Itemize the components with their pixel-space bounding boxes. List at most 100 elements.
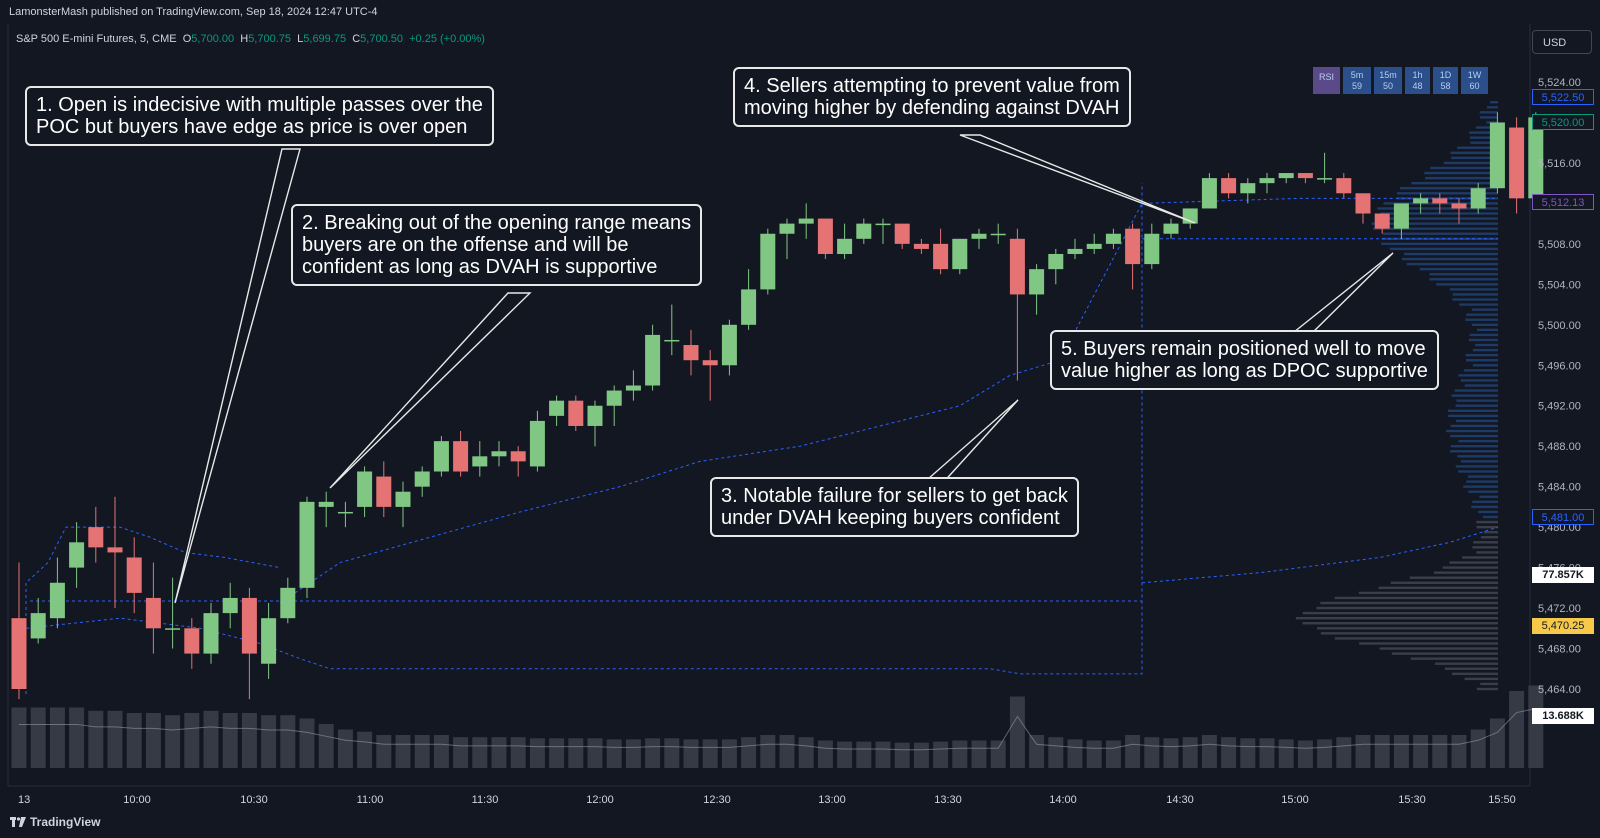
volume-profile-bar [1483, 530, 1498, 534]
indicator-button-label: 1W [1467, 70, 1482, 80]
time-axis-tick: 13:00 [818, 794, 846, 806]
annotation-4[interactable]: 4. Sellers attempting to prevent value f… [733, 67, 1131, 127]
volume-profile-bar [1451, 394, 1498, 397]
candle-body [30, 613, 46, 639]
candle-body [645, 334, 661, 386]
indicator-button-15m[interactable]: 15m 50 [1374, 67, 1402, 94]
symbol-legend: S&P 500 E-mini Futures, 5, CME O5,700.00… [16, 33, 485, 45]
volume-profile-bar [1480, 682, 1498, 686]
candle-body [549, 400, 565, 416]
volume-profile-bar [1381, 242, 1498, 246]
volume-bar [395, 735, 411, 768]
indicator-button-label: RSI [1318, 72, 1334, 82]
annotation-3[interactable]: 3. Notable failure for sellers to get ba… [710, 477, 1079, 537]
volume-bar [875, 741, 891, 768]
volume-bar [1086, 740, 1102, 768]
volume-profile-bar [1472, 500, 1498, 504]
volume-profile-bar [1406, 262, 1498, 266]
volume-profile-bar [1464, 677, 1498, 681]
candle-body [1125, 228, 1141, 265]
annotation-4-pointer [959, 134, 1196, 224]
high-value: 5,700.75 [248, 33, 292, 45]
volume-profile-bar [1479, 111, 1498, 114]
volume-profile-bar [1389, 247, 1498, 251]
candle-body [760, 233, 776, 290]
volume-profile-bar [1456, 399, 1498, 402]
volume-profile-bar [1469, 333, 1498, 337]
volume-bar [683, 739, 699, 768]
volume-profile-bar [1469, 136, 1498, 139]
volume-profile-bar [1450, 151, 1498, 155]
volume-profile-bar [1397, 192, 1498, 195]
volume-profile-bar [1410, 657, 1498, 660]
indicator-button-1w[interactable]: 1W 60 [1461, 67, 1488, 94]
volume-bar [894, 742, 910, 768]
time-axis-tick: 15:50 [1488, 794, 1516, 806]
price-axis-tick: 5,488.00 [1538, 441, 1581, 453]
candle-body [88, 527, 104, 548]
indicator-button-1d[interactable]: 1D 58 [1433, 67, 1458, 94]
annotation-5[interactable]: 5. Buyers remain positioned well to move… [1050, 330, 1439, 390]
volume-bar [1105, 740, 1121, 768]
brand-name: TradingView [30, 815, 101, 829]
candle-body [1355, 193, 1371, 214]
volume-bar [357, 731, 373, 768]
candle-body [145, 597, 161, 629]
volume-profile-bar [1459, 303, 1498, 306]
candle-body [1086, 243, 1102, 249]
candle-body [280, 587, 296, 619]
indicator-button-rsi[interactable]: RSI [1313, 67, 1340, 94]
volume-profile-bar [1471, 505, 1498, 509]
volume-profile-bar [1458, 470, 1498, 473]
candle-body [702, 360, 718, 366]
volume-bar [1144, 737, 1160, 768]
chart-area[interactable]: 5,524.00 5,516.00 5,508.00 5,504.00 5,500.00… [0, 24, 1600, 838]
price-chart[interactable]: 5,524.00 5,516.00 5,508.00 5,504.00 5,500.00… [0, 24, 1600, 838]
price-tag: 5,512.13 [1532, 194, 1594, 211]
volume-bar [1413, 735, 1429, 768]
volume-bar [971, 740, 987, 768]
price-tag: 5,481.00 [1532, 509, 1594, 526]
currency-selector[interactable]: USD [1532, 30, 1592, 54]
price-axis-tick: 5,496.00 [1538, 360, 1581, 372]
publisher-line: LamonsterMash published on TradingView.c… [9, 6, 378, 18]
annotation-2[interactable]: 2. Breaking out of the opening range mea… [291, 204, 703, 286]
candle-body [1374, 213, 1390, 229]
volume-bar [952, 740, 968, 768]
volume-profile-bar [1475, 343, 1498, 347]
volume-profile-bar [1472, 348, 1498, 352]
volume-profile-bar [1320, 601, 1498, 605]
volume-profile-bar [1465, 353, 1498, 357]
time-axis-tick: 10:00 [123, 794, 151, 806]
volume-profile-bar [1334, 596, 1498, 600]
annotation-line: under DVAH keeping buyers confident [721, 507, 1060, 529]
low-value: 5,699.75 [303, 33, 347, 45]
volume-profile-bar [1334, 637, 1498, 640]
candle-body [798, 218, 814, 224]
volume-profile-bar [1359, 642, 1498, 645]
indicator-button-1h[interactable]: 1h 48 [1405, 67, 1430, 94]
candle-body [1489, 122, 1505, 189]
indicator-button-5m[interactable]: 5m 59 [1343, 67, 1371, 94]
volume-bar [1029, 735, 1045, 768]
volume-profile-bar [1391, 652, 1498, 655]
volume-profile-bar [1476, 687, 1498, 691]
price-axis-tick: 5,468.00 [1538, 644, 1581, 656]
volume-bar [549, 738, 565, 768]
annotation-1[interactable]: 1. Open is indecisive with multiple pass… [25, 86, 494, 146]
volume-bar [1048, 737, 1064, 768]
high-label: H [240, 33, 249, 45]
candle-body [1528, 117, 1544, 199]
candle-body [741, 289, 757, 325]
volume-profile-bar [1320, 632, 1498, 635]
volume-bar [1125, 735, 1141, 768]
volume-profile-bar [1454, 389, 1498, 392]
volume-profile-bar [1433, 571, 1498, 574]
time-axis-tick: 15:30 [1398, 794, 1426, 806]
candle-body [894, 223, 910, 244]
volume-profile-bar [1378, 586, 1498, 590]
change-value: +0.25 (+0.00%) [409, 33, 485, 45]
volume-profile-bar [1463, 485, 1498, 488]
volume-bar [318, 724, 334, 768]
volume-profile-bar [1409, 576, 1498, 579]
